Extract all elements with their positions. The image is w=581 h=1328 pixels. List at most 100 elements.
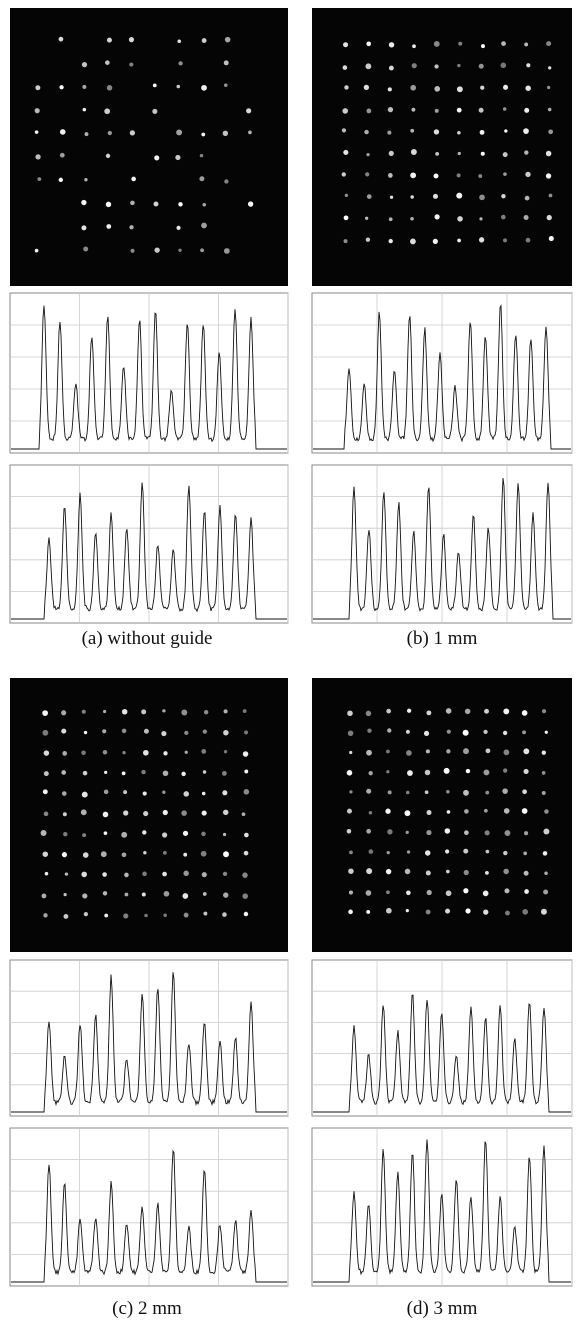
spot: [181, 810, 187, 816]
spot: [503, 850, 508, 856]
spot: [122, 751, 126, 755]
spot: [366, 909, 371, 914]
spot: [541, 791, 546, 796]
spot: [203, 709, 209, 715]
spot: [61, 710, 67, 716]
spot: [130, 248, 135, 253]
spot: [433, 173, 439, 179]
spot: [176, 84, 181, 89]
spot: [248, 130, 252, 135]
spot: [199, 153, 204, 158]
spot: [83, 246, 89, 252]
spot: [444, 828, 451, 834]
spot: [124, 872, 129, 878]
spot: [223, 60, 229, 66]
spot: [81, 709, 86, 714]
spot: [223, 248, 230, 254]
spot: [366, 41, 371, 47]
spot: [102, 709, 107, 714]
spot: [61, 728, 67, 734]
spot: [347, 730, 354, 737]
spot: [223, 729, 229, 736]
spot: [201, 748, 207, 754]
spot: [200, 248, 204, 253]
spot: [63, 914, 69, 919]
spot: [105, 201, 112, 208]
spot: [523, 851, 528, 856]
spot: [434, 214, 440, 220]
spot: [100, 851, 107, 858]
spot: [183, 912, 189, 918]
spot: [410, 172, 417, 179]
spot: [161, 730, 167, 737]
spot: [386, 749, 390, 754]
spot: [386, 907, 392, 914]
spot: [426, 810, 432, 816]
spot: [178, 248, 182, 252]
spot: [224, 83, 228, 87]
spot: [368, 811, 373, 815]
spot: [59, 152, 65, 158]
spot: [141, 892, 146, 897]
spot: [387, 107, 394, 113]
spot: [424, 850, 431, 856]
spot: [144, 913, 148, 918]
spot: [446, 790, 450, 794]
spot: [433, 129, 440, 135]
profile-line: [313, 1139, 571, 1283]
spot: [162, 809, 168, 816]
spot: [199, 176, 205, 182]
spot: [203, 911, 208, 916]
spot: [388, 42, 395, 48]
spot: [201, 791, 206, 796]
spot: [152, 108, 158, 114]
spot: [524, 42, 529, 47]
spot: [502, 730, 508, 736]
spot: [464, 809, 469, 814]
spot: [201, 872, 207, 878]
spot: [143, 728, 149, 734]
spot: [365, 63, 372, 70]
spot: [103, 789, 109, 795]
spot: [58, 177, 63, 183]
spot: [344, 85, 349, 90]
spot: [426, 710, 432, 716]
spot: [478, 107, 484, 113]
spot: [154, 247, 160, 253]
spot: [102, 811, 109, 818]
image: [312, 8, 572, 286]
spot: [34, 248, 39, 253]
spot: [143, 749, 149, 756]
spot: [123, 810, 129, 816]
spot: [244, 832, 249, 838]
spot: [121, 771, 126, 776]
spot: [456, 192, 463, 199]
spot: [223, 750, 228, 754]
spot: [105, 153, 111, 159]
spot: [445, 890, 452, 897]
spots: [341, 41, 554, 245]
spot: [432, 238, 438, 244]
spot: [224, 179, 229, 184]
spot: [201, 132, 206, 137]
spot: [547, 107, 552, 112]
spot: [405, 830, 409, 834]
spot: [548, 193, 553, 198]
spot: [457, 130, 461, 135]
spot: [346, 808, 353, 814]
spot: [485, 849, 490, 854]
spot: [222, 809, 229, 816]
spot: [43, 750, 50, 756]
spot: [503, 708, 510, 715]
spot: [82, 84, 87, 89]
spot: [524, 831, 529, 836]
spot: [34, 108, 40, 114]
spot: [242, 872, 248, 878]
spot: [409, 238, 416, 245]
spot: [365, 172, 370, 177]
spot: [544, 730, 548, 734]
spot: [80, 809, 87, 816]
spot: [368, 849, 374, 854]
spot: [524, 150, 529, 155]
spot: [485, 790, 490, 795]
